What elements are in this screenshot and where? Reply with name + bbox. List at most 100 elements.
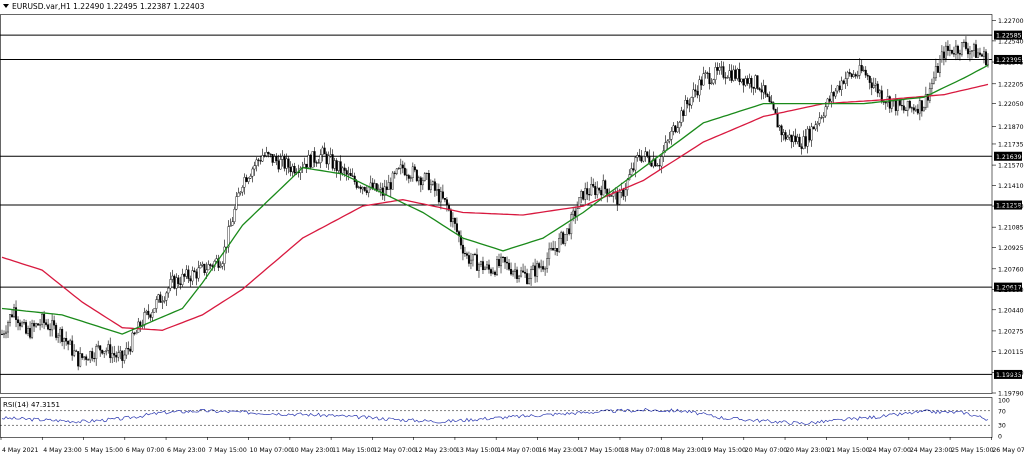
candle-body	[177, 277, 180, 284]
horizontal-levels[interactable]: 1.22585 1.22395 1.21639 1.21258 1.20617 1.199…	[0, 30, 1022, 379]
candle-body	[87, 359, 90, 361]
candle-body	[516, 269, 519, 279]
candle-body	[65, 338, 68, 342]
candle-body	[678, 122, 681, 128]
candle-body	[568, 228, 571, 235]
candle-body	[676, 127, 679, 133]
candle-body	[830, 92, 833, 102]
candle-body	[528, 278, 531, 284]
candle-body	[786, 136, 789, 140]
candle-body	[117, 352, 120, 358]
candle-body	[650, 162, 653, 167]
candle-body	[914, 108, 917, 111]
candle-body	[710, 82, 713, 85]
candle-body	[73, 350, 76, 356]
candle-body	[25, 322, 28, 334]
candle-body	[319, 154, 322, 164]
candle-body	[900, 105, 903, 107]
candle-body	[273, 156, 276, 163]
candle-body	[656, 165, 659, 167]
candle-body	[149, 314, 152, 318]
candle-body	[790, 134, 793, 143]
candle-body	[97, 345, 100, 347]
candle-body	[712, 79, 715, 84]
candle-body	[271, 154, 274, 163]
candle-body	[794, 135, 797, 142]
candle-body	[449, 209, 452, 223]
candle-body	[798, 136, 801, 147]
candle-body	[950, 49, 953, 54]
candle-body	[526, 273, 529, 284]
candle-body	[746, 78, 749, 84]
candle-body	[738, 69, 741, 82]
candle-body	[610, 195, 613, 197]
candle-body	[381, 187, 384, 196]
candle-body	[858, 65, 861, 76]
ma-green-line	[1, 64, 989, 335]
candle-body	[570, 214, 573, 235]
candle-body	[55, 324, 58, 338]
chart-header: EURUSD.var,H1 1.22490 1.22495 1.22387 1.…	[3, 2, 205, 11]
candle-body	[251, 168, 254, 177]
candle-body	[427, 172, 430, 190]
time-tick-label: 20 May 23:00	[786, 447, 828, 454]
candle-body	[916, 108, 919, 114]
candle-body	[878, 90, 881, 94]
candle-body	[135, 332, 138, 335]
candle-body	[483, 267, 486, 271]
candle-body	[209, 264, 212, 266]
candle-body	[644, 151, 647, 157]
candle-body	[972, 44, 975, 51]
time-tick-label: 7 May 15:00	[208, 447, 247, 454]
candle-body	[453, 218, 456, 224]
candle-body	[267, 152, 270, 155]
candle-body	[684, 99, 687, 116]
candle-body	[275, 156, 278, 162]
candle-body	[161, 301, 164, 303]
candle-body	[155, 299, 158, 309]
candle-body	[730, 70, 733, 81]
candle-body	[682, 110, 685, 116]
candle-body	[279, 159, 282, 170]
price-tick-label: 1.19950	[998, 370, 1024, 377]
candle-body	[762, 85, 765, 93]
candle-body	[93, 358, 96, 360]
level-price-label: 1.22395	[996, 57, 1022, 64]
candle-body	[906, 100, 909, 111]
candle-body	[203, 263, 206, 273]
candle-body	[475, 254, 478, 271]
candle-body	[281, 156, 284, 160]
candle-body	[874, 83, 877, 86]
candle-body	[39, 324, 42, 326]
candle-body	[600, 190, 603, 196]
candle-body	[269, 153, 272, 155]
candle-body	[768, 96, 771, 102]
candle-body	[634, 157, 637, 171]
candle-body	[987, 58, 990, 66]
candle-body	[602, 180, 605, 196]
candle-body	[89, 351, 92, 361]
candle-body	[433, 181, 436, 191]
candle-body	[459, 235, 462, 246]
candle-body	[912, 107, 915, 111]
candle-body	[229, 225, 232, 227]
candle-body	[506, 261, 509, 264]
candle-body	[498, 259, 501, 267]
candle-body	[776, 114, 779, 128]
candle-body	[952, 53, 955, 55]
candle-body	[734, 69, 737, 79]
candle-body	[870, 82, 873, 88]
candle-body	[419, 177, 422, 186]
candle-body	[598, 187, 601, 191]
time-tick-label: 6 May 07:00	[126, 447, 165, 454]
candle-body	[574, 210, 577, 217]
candle-body	[590, 184, 593, 196]
candle-body	[47, 324, 50, 330]
candle-body	[223, 246, 226, 264]
candle-body	[351, 175, 354, 177]
candle-body	[363, 186, 366, 191]
dropdown-triangle-icon[interactable]	[3, 4, 9, 8]
candle-body	[890, 100, 893, 109]
